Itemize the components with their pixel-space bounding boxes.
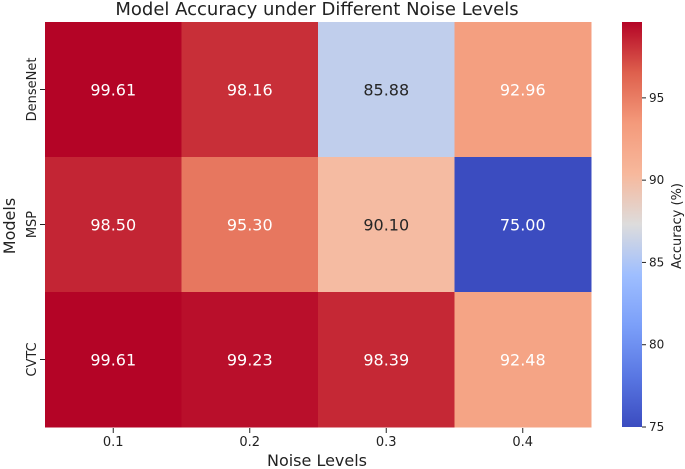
colorbar-tick-label: 95 bbox=[649, 91, 664, 105]
x-tick-label: 0.2 bbox=[239, 435, 260, 450]
heatmap-cell bbox=[454, 292, 592, 428]
heatmap-cell bbox=[45, 157, 182, 293]
colorbar-tick-label: 85 bbox=[649, 255, 664, 269]
heatmap-cell bbox=[454, 22, 592, 158]
colorbar-tick-label: 80 bbox=[649, 338, 664, 352]
x-tick-label: 0.4 bbox=[512, 435, 533, 450]
heatmap-cells bbox=[45, 22, 592, 428]
cell-value-label: 99.61 bbox=[90, 351, 136, 370]
y-tick-label: MSP bbox=[25, 211, 40, 238]
x-axis-label: Noise Levels bbox=[267, 451, 367, 469]
y-axis: DenseNet MSP CVTC bbox=[25, 58, 45, 377]
cell-value-label: 98.39 bbox=[363, 351, 409, 370]
cell-value-label: 99.23 bbox=[227, 351, 273, 370]
heatmap-cell bbox=[454, 157, 592, 293]
colorbar-tick-label: 75 bbox=[649, 420, 664, 434]
heatmap-cell bbox=[45, 292, 182, 428]
cell-value-label: 92.96 bbox=[500, 81, 546, 100]
cell-value-label: 92.48 bbox=[500, 351, 546, 370]
chart-title: Model Accuracy under Different Noise Lev… bbox=[115, 0, 518, 20]
cell-value-label: 98.16 bbox=[227, 81, 273, 100]
cell-value-label: 75.00 bbox=[500, 216, 546, 235]
cell-value-label: 85.88 bbox=[363, 81, 409, 100]
y-axis-label: Models bbox=[0, 198, 19, 254]
y-tick-label: DenseNet bbox=[25, 58, 40, 122]
cell-value-label: 95.30 bbox=[227, 216, 273, 235]
colorbar-tick-label: 90 bbox=[649, 173, 664, 187]
y-tick-label: CVTC bbox=[25, 342, 40, 376]
heatmap-cell bbox=[181, 22, 319, 158]
cell-value-label: 98.50 bbox=[90, 216, 136, 235]
colorbar-label: Accuracy (%) bbox=[670, 183, 685, 269]
heatmap-cell-labels: 99.61 98.16 85.88 92.96 98.50 95.30 90.10 75.00… bbox=[90, 81, 545, 370]
cell-value-label: 90.10 bbox=[363, 216, 409, 235]
x-tick-label: 0.1 bbox=[103, 435, 124, 450]
heatmap-cell bbox=[318, 157, 455, 293]
heatmap-cell bbox=[318, 292, 455, 428]
colorbar-ticks: 75 80 85 90 95 bbox=[642, 91, 664, 434]
heatmap-cell bbox=[318, 22, 455, 158]
cell-value-label: 99.61 bbox=[90, 81, 136, 100]
colorbar bbox=[622, 22, 642, 427]
heatmap-cell bbox=[45, 22, 182, 158]
heatmap-cell bbox=[181, 292, 319, 428]
x-tick-label: 0.3 bbox=[376, 435, 397, 450]
heatmap-cell bbox=[181, 157, 319, 293]
x-axis: 0.1 0.2 0.3 0.4 bbox=[103, 428, 533, 450]
